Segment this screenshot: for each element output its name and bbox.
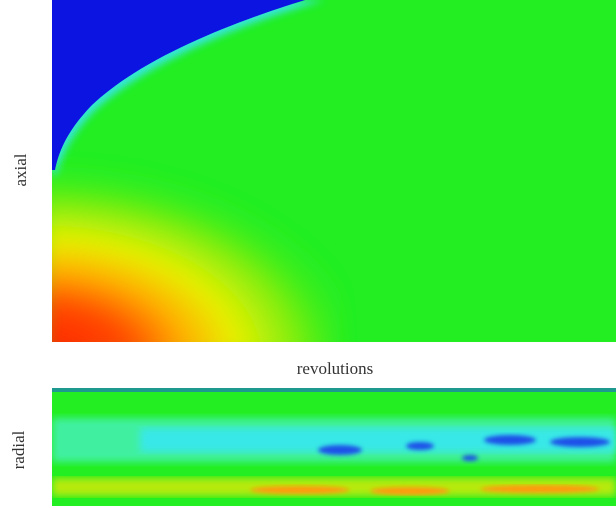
x-axis-label: revolutions bbox=[297, 359, 374, 378]
axial-panel bbox=[52, 0, 616, 342]
y-axis-label: radial bbox=[9, 430, 28, 469]
radial-panel bbox=[52, 388, 616, 506]
y-axis-label: axial bbox=[11, 153, 30, 186]
